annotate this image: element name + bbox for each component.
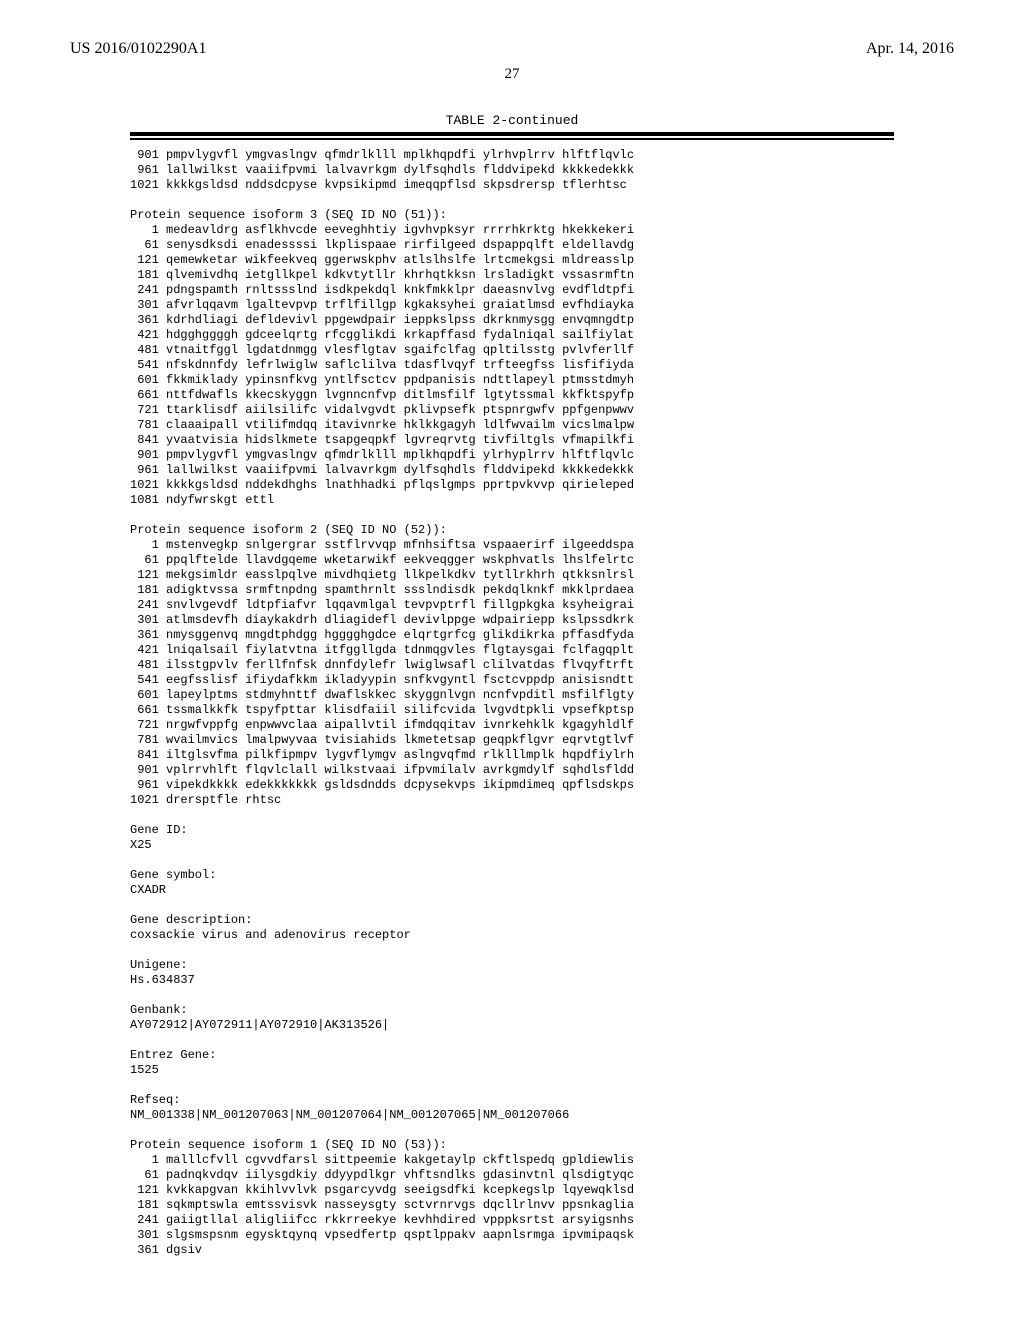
page-header: US 2016/0102290A1 Apr. 14, 2016 — [70, 40, 954, 58]
table-title: TABLE 2-continued — [70, 113, 954, 128]
rule-top — [130, 132, 894, 136]
rule-top-2 — [130, 138, 894, 140]
pub-date: Apr. 14, 2016 — [866, 40, 954, 58]
sequence-content: 901 pmpvlygvfl ymgvaslngv qfmdrlklll mpl… — [130, 148, 894, 1273]
page-number: 27 — [70, 66, 954, 83]
pub-number: US 2016/0102290A1 — [70, 40, 206, 58]
